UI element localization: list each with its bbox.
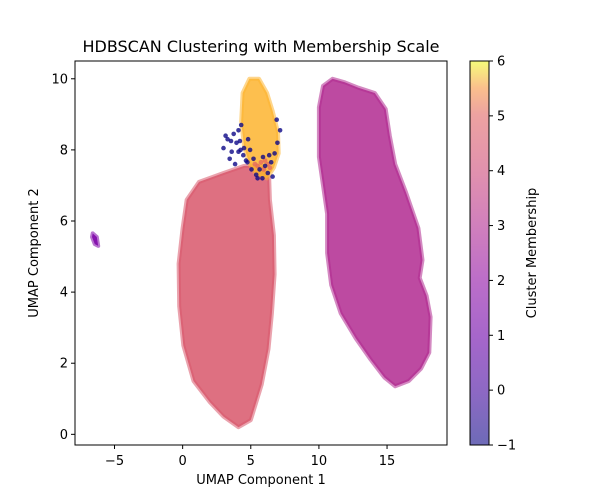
noise-point (243, 158, 249, 163)
noise-point (251, 156, 256, 162)
noise-point (238, 147, 243, 153)
y-tick-label: 0 (60, 428, 68, 443)
colorbar-tick-label: 2 (497, 274, 505, 289)
x-tick-label: 5 (247, 454, 255, 469)
noise-point (225, 136, 230, 142)
colorbar-tick-label: 5 (497, 109, 505, 124)
x-axis-label: UMAP Component 1 (196, 473, 325, 488)
noise-point (237, 138, 243, 144)
x-tick-label: −5 (105, 454, 124, 469)
y-tick-label: 6 (60, 215, 68, 230)
colorbar-tick-label: 4 (497, 164, 505, 179)
x-tick-label: 0 (179, 454, 187, 469)
noise-point (241, 145, 247, 151)
colorbar-ticks: −1 0 1 2 3 4 5 6 (489, 55, 516, 454)
noise-point (272, 151, 277, 156)
noise-point (275, 140, 280, 146)
y-tick-label: 8 (60, 143, 68, 158)
border-point (252, 161, 258, 167)
noise-point (260, 154, 266, 160)
border-point (267, 165, 273, 171)
noise-point (257, 167, 262, 172)
colorbar-frame (469, 60, 490, 446)
noise-point (228, 138, 234, 144)
border-point (262, 158, 268, 164)
noise-point (229, 149, 234, 154)
colorbar: −1 0 1 2 3 4 5 6 Cluster Membership (469, 55, 540, 454)
cluster-3-region (176, 163, 277, 430)
noise-point (234, 140, 239, 146)
cluster-2-region (316, 76, 433, 389)
border-point (261, 167, 267, 172)
y-tick-label: 10 (51, 72, 68, 87)
colorbar-tick-label: 3 (497, 219, 505, 234)
colorbar-label: Cluster Membership (525, 188, 540, 319)
border-point (258, 159, 264, 165)
noise-point (245, 136, 251, 142)
noise-point (265, 170, 271, 176)
noise-point (221, 145, 226, 151)
noise-point (266, 152, 272, 158)
noise-point (260, 176, 265, 181)
noise-point (236, 128, 241, 133)
colorbar-gradient (470, 61, 489, 445)
noise-point (231, 131, 236, 137)
x-axis: −5 0 5 10 15 (105, 445, 395, 469)
y-axis-label: UMAP Component 2 (27, 188, 42, 317)
plot-area (90, 76, 433, 430)
x-tick-label: 10 (311, 454, 328, 469)
noise-point (274, 117, 280, 122)
noise-point (253, 172, 259, 178)
colorbar-tick-label: 6 (497, 55, 505, 70)
noise-point (232, 161, 238, 167)
y-tick-label: 4 (60, 286, 68, 301)
noise-point (223, 133, 228, 138)
noise-point (247, 147, 253, 153)
noise-point (238, 122, 244, 128)
noise-point (241, 152, 246, 158)
y-axis: 0 2 4 6 8 10 (51, 72, 75, 443)
colorbar-tick-label: 0 (497, 384, 505, 399)
colorbar-tick-label: 1 (497, 329, 505, 344)
noise-point (277, 128, 283, 133)
noise-point (255, 176, 260, 181)
plot-frame (74, 60, 448, 446)
noise-point (270, 174, 275, 179)
chart-title: HDBSCAN Clustering with Membership Scale (82, 37, 439, 56)
y-tick-label: 2 (60, 357, 68, 372)
noise-point (268, 160, 274, 165)
noise-point (249, 167, 254, 172)
noise-point (227, 156, 232, 162)
noise-point (262, 163, 268, 169)
x-tick-label: 15 (379, 454, 396, 469)
colorbar-tick-label: −1 (497, 439, 516, 454)
cluster-0-region (90, 231, 101, 248)
